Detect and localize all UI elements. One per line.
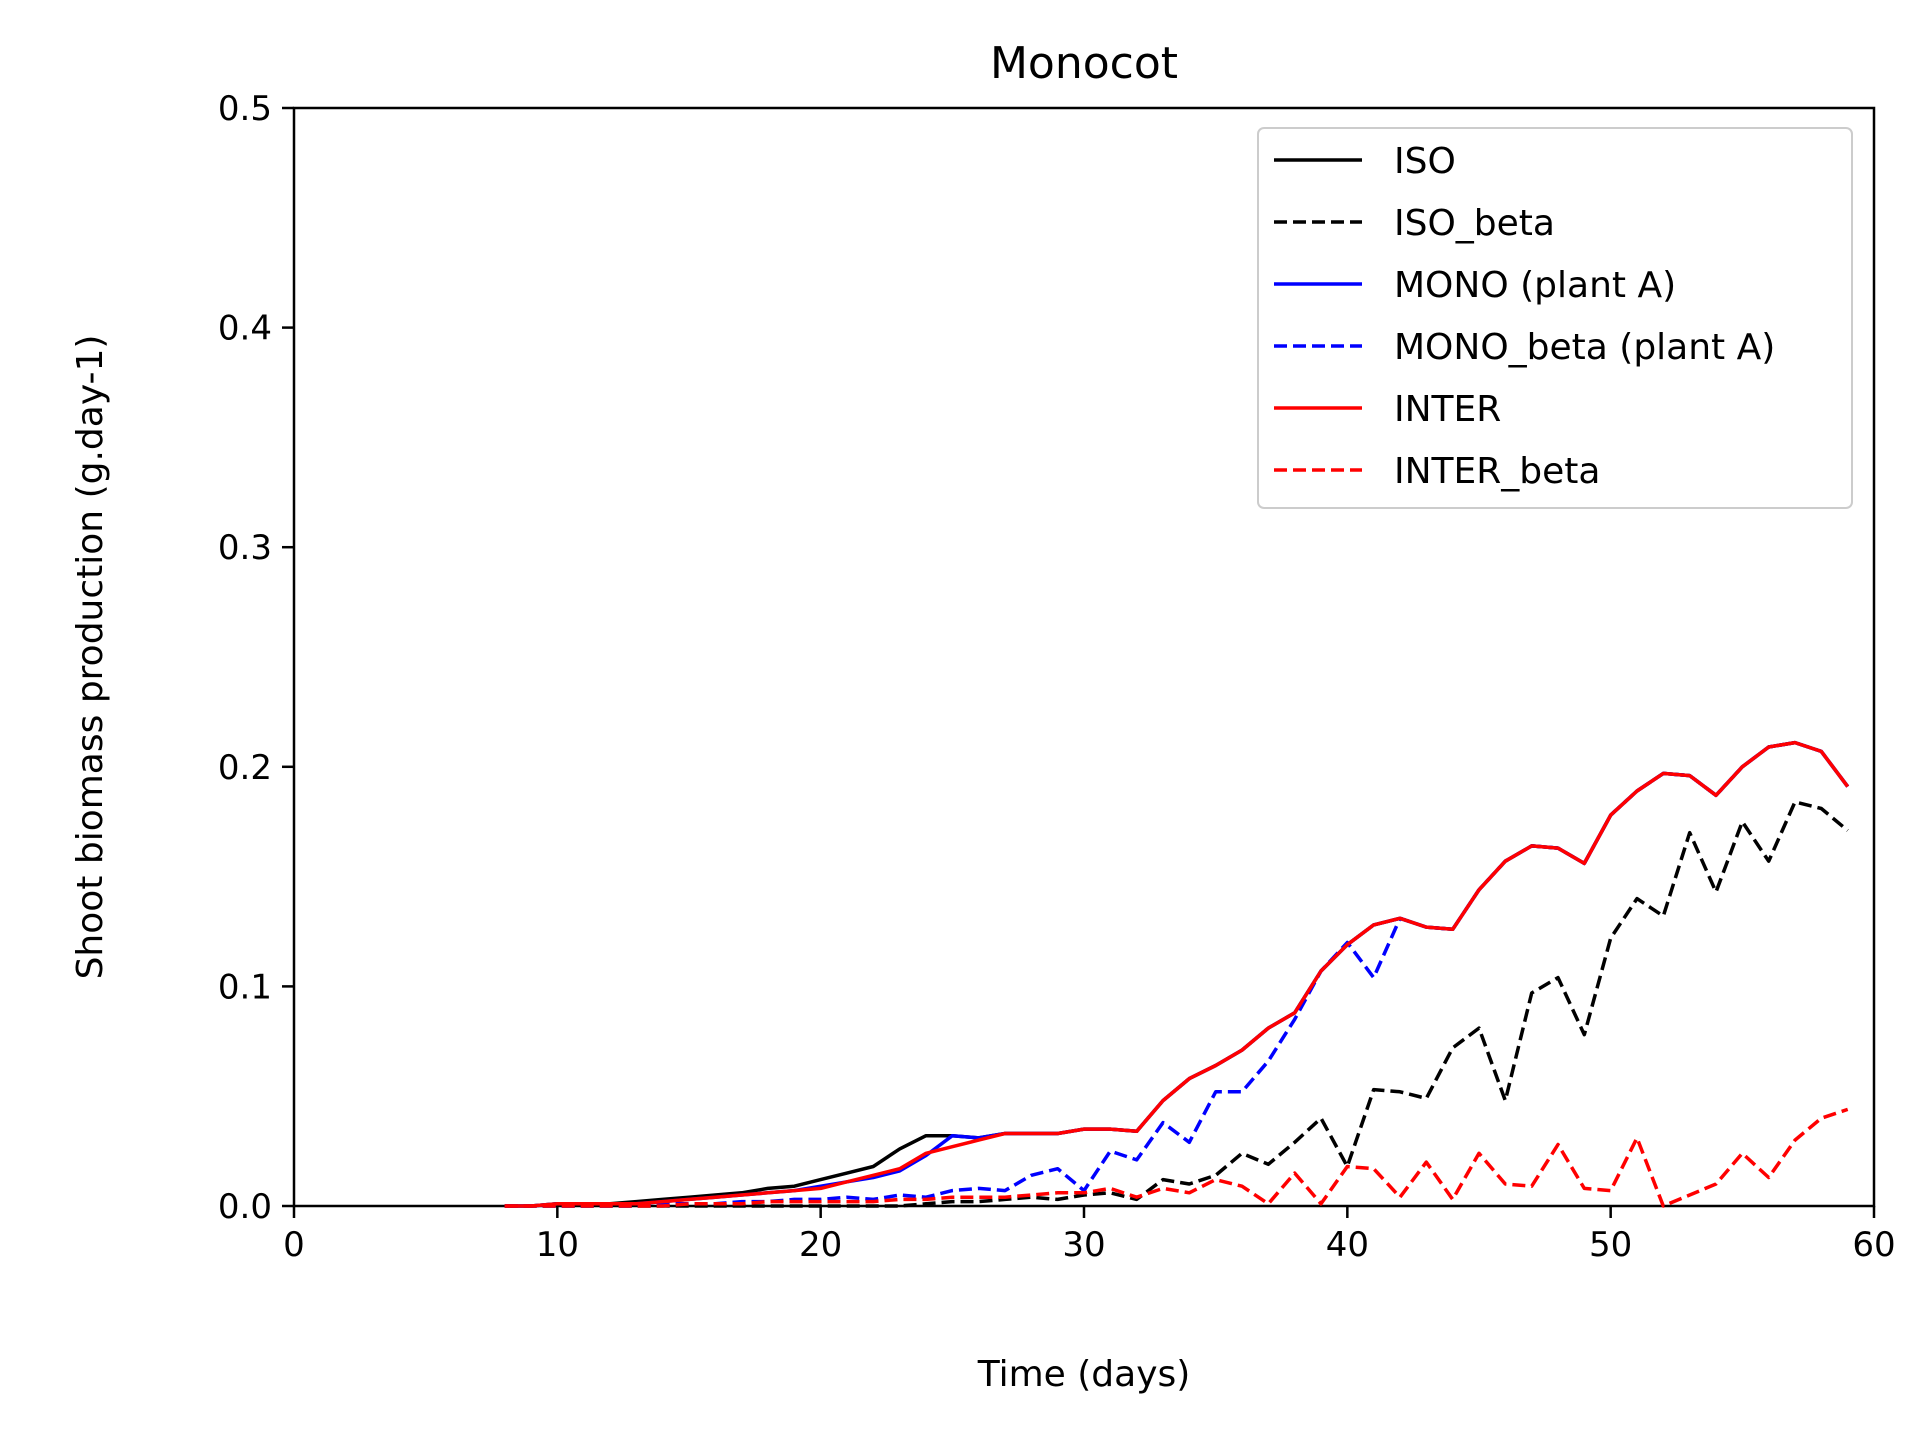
x-axis-label: Time (days) (977, 1354, 1191, 1395)
legend: ISO ISO_beta MONO (plant A) MONO_beta (plan… (1257, 127, 1853, 509)
x-tick-label: 60 (1852, 1225, 1895, 1265)
legend-label: ISO_beta (1394, 203, 1555, 244)
y-axis-label: Shoot biomass production (g.day-1) (70, 335, 111, 980)
x-tick-label: 0 (283, 1225, 305, 1265)
y-tick-label: 0.5 (218, 89, 272, 129)
y-axis: 0.0 0.1 0.2 0.3 0.4 0.5 (218, 89, 294, 1227)
x-tick-label: 50 (1589, 1225, 1632, 1265)
series-line (504, 800, 1849, 1208)
series-line (504, 740, 1850, 1208)
legend-label: INTER_beta (1394, 451, 1600, 492)
chart-title: Monocot (990, 38, 1178, 89)
x-tick-label: 30 (1062, 1225, 1105, 1265)
legend-label: MONO_beta (plant A) (1394, 327, 1775, 368)
x-tick-label: 40 (1326, 1225, 1369, 1265)
y-tick-label: 0.3 (218, 528, 272, 568)
y-tick-label: 0.4 (218, 309, 272, 349)
series-layer (504, 740, 1850, 1208)
legend-label: INTER (1394, 389, 1501, 430)
y-tick-label: 0.2 (218, 748, 272, 788)
legend-label: ISO (1394, 141, 1456, 182)
legend-frame (1257, 127, 1853, 509)
series-line (504, 740, 1850, 1208)
y-tick-label: 0.0 (218, 1187, 272, 1227)
legend-label: MONO (plant A) (1394, 265, 1676, 306)
series-line (504, 740, 1850, 1208)
y-tick-label: 0.1 (218, 967, 272, 1007)
x-tick-label: 20 (799, 1225, 842, 1265)
x-axis: 0 10 20 30 40 50 60 (283, 1206, 1896, 1265)
x-tick-label: 10 (536, 1225, 579, 1265)
series-line (504, 740, 1850, 1208)
series-line (504, 1107, 1849, 1208)
